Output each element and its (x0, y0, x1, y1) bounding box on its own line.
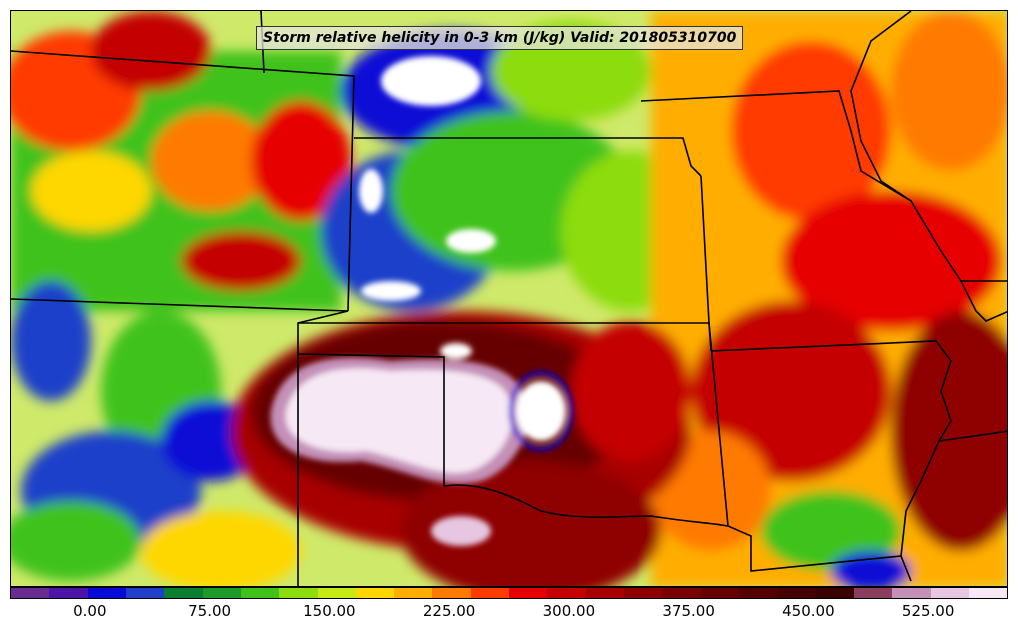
colorbar-segment (317, 588, 356, 598)
colorbar-segment (432, 588, 471, 598)
helicity-contours (11, 11, 1007, 586)
colorbar-tick-label: 225.00 (422, 602, 476, 620)
colorbar-segment (164, 588, 203, 598)
colorbar-segment (279, 588, 318, 598)
colorbar-segment (49, 588, 88, 598)
colorbar-segment (394, 588, 433, 598)
colorbar-tick-label: 75.00 (188, 602, 232, 620)
colorbar-tick-label: 0.00 (73, 602, 107, 620)
colorbar-segment (470, 588, 510, 598)
colorbar-segment (738, 588, 778, 598)
colorbar-segment (547, 588, 586, 598)
colorbar-tick-label: 525.00 (901, 602, 955, 620)
helicity-field-map (11, 11, 1007, 586)
colorbar-segment (853, 588, 893, 598)
colorbar-segment (87, 588, 126, 598)
colorbar-ticks: 0.00 75.00 150.00 225.00 300.00 375.00 450.00 5… (10, 602, 1008, 626)
colorbar-segment (930, 588, 969, 598)
colorbar-segment (815, 588, 854, 598)
colorbar-segment (125, 588, 165, 598)
colorbar-segment (892, 588, 931, 598)
state-borders (11, 11, 1007, 586)
colorbar-tick-label: 300.00 (542, 602, 596, 620)
colorbar (10, 587, 1008, 599)
colorbar-segment (624, 588, 663, 598)
colorbar-segment (355, 588, 395, 598)
colorbar-segment (662, 588, 701, 598)
colorbar-segment (509, 588, 548, 598)
colorbar-segment (11, 588, 50, 598)
colorbar-segment (700, 588, 739, 598)
colorbar-tick-label: 450.00 (782, 602, 835, 620)
colorbar-tick-label: 375.00 (662, 602, 715, 620)
colorbar-segment (240, 588, 280, 598)
colorbar-tick-label: 150.00 (303, 602, 356, 620)
colorbar-segment (777, 588, 816, 598)
map-panel: Storm relative helicity in 0-3 km (J/kg)… (10, 10, 1008, 587)
high-helicity-core (270, 56, 573, 546)
colorbar-segment (968, 588, 1008, 598)
colorbar-segment (202, 588, 241, 598)
map-title: Storm relative helicity in 0-3 km (J/kg)… (256, 26, 744, 50)
colorbar-segment (585, 588, 624, 598)
